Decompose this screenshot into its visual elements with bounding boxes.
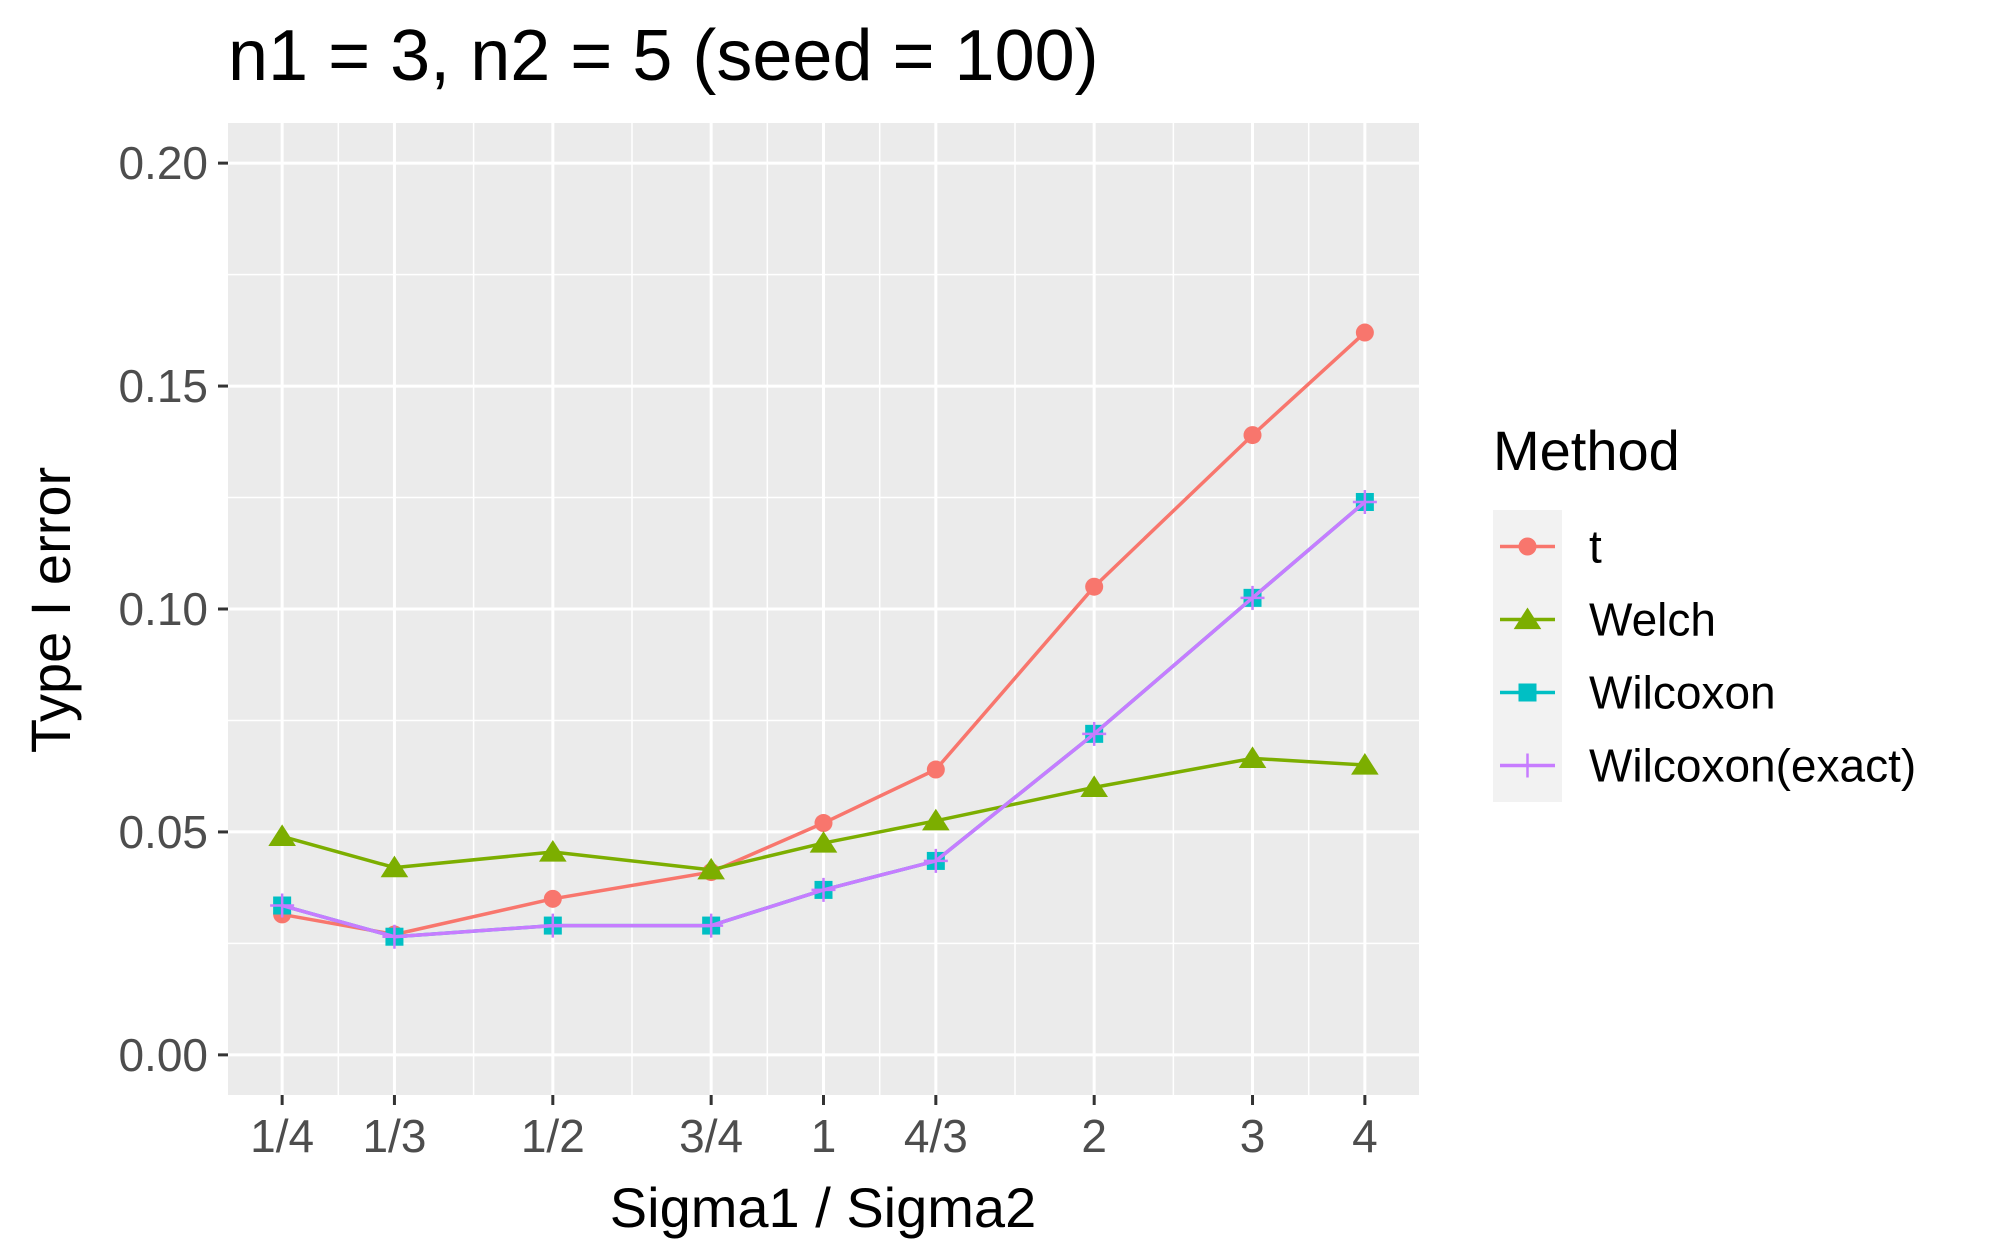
x-tick-label: 3/4	[679, 1110, 743, 1162]
legend-item-wilcoxon: Wilcoxon	[1500, 667, 1776, 719]
chart-title: n1 = 3, n2 = 5 (seed = 100)	[228, 16, 1099, 96]
y-axis-title: Type I error	[19, 467, 82, 753]
legend-key-marker	[1518, 537, 1537, 556]
legend-item-welch: Welch	[1500, 594, 1716, 646]
data-point-wilcoxon-exact	[1082, 721, 1107, 746]
x-axis: 1/4 1/3 1/2 3/4 1 4/3 2 3 4	[250, 1095, 1378, 1162]
legend: Method t Welch Wilcoxon Wilcoxon(exact)	[1493, 419, 1916, 802]
data-point-welch	[1080, 775, 1108, 797]
data-point-t	[543, 889, 562, 908]
data-point-t	[926, 760, 945, 779]
legend-label: Wilcoxon	[1589, 667, 1776, 719]
legend-key-marker	[1518, 683, 1537, 702]
legend-item-t: t	[1500, 521, 1602, 573]
legend-key-marker	[1513, 607, 1542, 630]
y-tick-label: 0.00	[118, 1029, 208, 1081]
y-tick-label: 0.20	[118, 137, 208, 189]
x-tick-label: 1	[811, 1110, 837, 1162]
data-point-t	[1355, 323, 1374, 342]
data-point-welch	[268, 824, 296, 846]
legend-key-background	[1493, 510, 1562, 802]
data-point-welch	[1351, 753, 1379, 775]
x-tick-label: 1/4	[250, 1110, 314, 1162]
series-wilcoxon-exact	[270, 489, 1377, 949]
data-point-wilcoxon-exact	[540, 913, 565, 938]
legend-item-wilcoxon-exact: Wilcoxon(exact)	[1500, 740, 1916, 792]
x-tick-label: 2	[1081, 1110, 1107, 1162]
legend-key-marker	[1515, 753, 1540, 778]
y-tick-label: 0.15	[118, 360, 208, 412]
data-point-wilcoxon-exact	[270, 893, 295, 918]
x-tick-label: 3	[1240, 1110, 1266, 1162]
legend-label: t	[1589, 521, 1602, 573]
x-tick-label: 1/2	[521, 1110, 585, 1162]
data-point-wilcoxon-exact	[923, 848, 948, 873]
data-point-welch	[922, 808, 950, 831]
data-point-t	[1085, 577, 1104, 596]
x-axis-title: Sigma1 / Sigma2	[610, 1176, 1036, 1239]
series-welch	[268, 746, 1379, 880]
y-tick-label: 0.10	[118, 583, 208, 635]
data-point-wilcoxon-exact	[699, 913, 724, 938]
legend-title: Method	[1493, 419, 1680, 482]
data-point-wilcoxon-exact	[1352, 489, 1377, 514]
data-point-t	[1243, 426, 1262, 445]
x-tick-label: 4	[1352, 1110, 1378, 1162]
data-point-wilcoxon-exact	[811, 877, 836, 902]
data-point-welch	[539, 840, 567, 862]
x-tick-label: 1/3	[362, 1110, 426, 1162]
data-point-welch	[1238, 746, 1267, 768]
series-layer	[268, 323, 1379, 949]
x-tick-label: 4/3	[904, 1110, 968, 1162]
legend-label: Wilcoxon(exact)	[1589, 740, 1916, 792]
legend-label: Welch	[1589, 594, 1716, 646]
data-point-wilcoxon-exact	[1240, 585, 1265, 610]
data-point-welch	[809, 831, 838, 853]
data-point-welch	[380, 855, 409, 878]
data-point-wilcoxon-exact	[382, 924, 407, 949]
data-point-t	[814, 814, 833, 833]
y-tick-label: 0.05	[118, 806, 208, 858]
y-axis: 0.00 0.05 0.10 0.15 0.20	[118, 137, 228, 1081]
data-point-welch	[697, 857, 725, 880]
